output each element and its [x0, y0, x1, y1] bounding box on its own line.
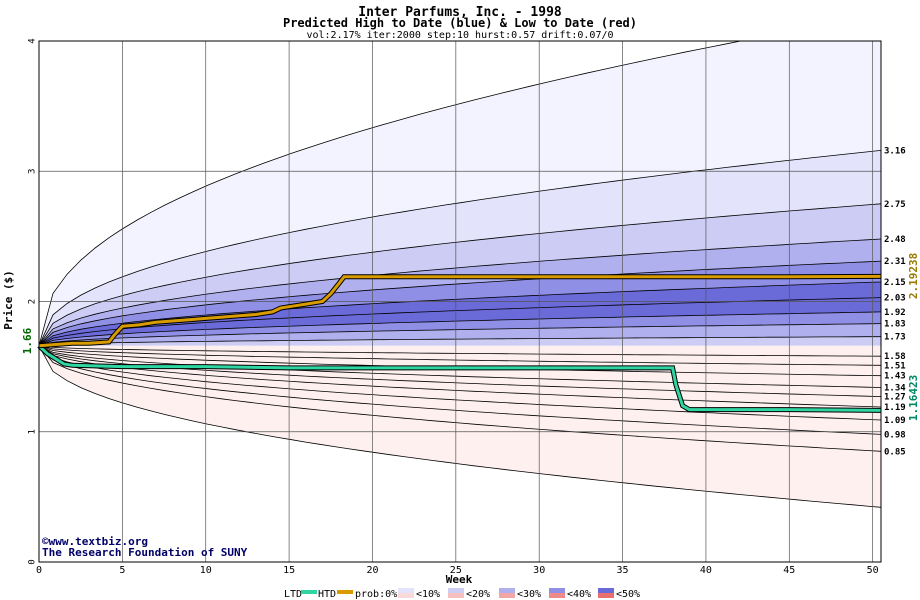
high-quantile-line-1 [39, 150, 881, 346]
copyright-icon: © [42, 535, 49, 548]
credit-site-text: www.textbiz.org [49, 535, 148, 548]
legend-item-30: <30% [517, 589, 541, 600]
legend-swatch-top-0 [398, 588, 414, 593]
x-tick-label-0: 0 [36, 565, 42, 576]
quantile-label-2.15: 2.15 [884, 278, 906, 288]
chart-subtitle: Predicted High to Date (blue) & Low to D… [283, 16, 637, 30]
start-price-label: 1.66 [21, 327, 34, 354]
high-band-4 [39, 261, 881, 346]
high-band-1 [39, 150, 881, 346]
quantile-label-1.19: 1.19 [884, 403, 906, 413]
high-quantile-line-8 [39, 323, 881, 347]
chart-params: vol:2.17% iter:2000 step:10 hurst:0.57 d… [306, 30, 613, 41]
high-quantile-line-2 [39, 203, 881, 347]
legend-item-20: <20% [466, 589, 490, 600]
y-tick-label-2: 2 [28, 299, 38, 304]
x-tick-label-40: 40 [700, 565, 712, 576]
low-quantile-line-9 [39, 345, 881, 508]
legend-htd-swatch [337, 590, 353, 594]
legend-swatch-top-2 [499, 588, 515, 593]
low-quantile-line-7 [39, 345, 881, 435]
high-band-3 [39, 239, 881, 346]
high-quantile-line-0 [39, 41, 743, 346]
quantile-label-1.73: 1.73 [884, 333, 906, 343]
y-tick-label-3: 3 [28, 169, 38, 174]
x-tick-label-50: 50 [867, 565, 879, 576]
high-band-0 [39, 41, 881, 346]
legend-htd-label: HTD [318, 589, 336, 600]
htd-line [38, 274, 882, 348]
quantile-label-2.31: 2.31 [884, 257, 906, 267]
y-axis-label: Price ($) [2, 270, 15, 330]
low-quantile-line-6 [39, 345, 881, 421]
y-tick-label-4: 4 [28, 38, 38, 43]
legend-swatch-top-4 [598, 588, 614, 593]
quantile-label-1.43: 1.43 [884, 372, 906, 382]
x-tick-label-35: 35 [617, 565, 629, 576]
high-band-8 [39, 323, 881, 346]
plot-area: 0 5 10 15 20 25 30 35 40 45 50 0 1 2 3 4 3.16 2.75 2.48 2.3… [28, 38, 907, 576]
quantile-label-0.98: 0.98 [884, 430, 906, 440]
quantile-label-1.27: 1.27 [884, 393, 906, 403]
x-tick-label-10: 10 [200, 565, 212, 576]
high-quantile-line-7 [39, 311, 881, 347]
credit-org: The Research Foundation of SUNY [42, 546, 248, 559]
quantile-label-2.03: 2.03 [884, 294, 906, 304]
x-tick-label-20: 20 [366, 565, 378, 576]
legend-ltd-swatch [301, 590, 317, 594]
high-quantile-line-4 [39, 260, 881, 347]
legend-item-50: <50% [616, 589, 640, 600]
low-band-9 [39, 345, 881, 508]
low-quantile-line-5 [39, 345, 881, 408]
credit-site: ©www.textbiz.org [42, 535, 148, 548]
low-quantile-line-1 [39, 345, 881, 366]
y-tick-label-0: 0 [28, 559, 38, 564]
ltd-final-label: 1.16423 [907, 375, 920, 421]
quantile-label-2.75: 2.75 [884, 200, 906, 210]
x-axis-label: Week [446, 573, 473, 586]
quantile-label-1.34: 1.34 [884, 383, 906, 393]
legend-item-40: <40% [567, 589, 591, 600]
x-tick-label-25: 25 [450, 565, 462, 576]
x-tick-label-5: 5 [119, 565, 125, 576]
probability-bands [39, 41, 881, 508]
quantile-label-0.85: 0.85 [884, 447, 906, 457]
low-quantile-line-0 [39, 345, 881, 357]
legend-prob-label: prob:0% [355, 589, 397, 600]
quantile-label-1.51: 1.51 [884, 361, 906, 371]
legend-swatch-top-1 [448, 588, 464, 593]
high-band-7 [39, 311, 881, 346]
quantile-label-1.83: 1.83 [884, 320, 906, 330]
plot-frame [38, 40, 882, 563]
ltd-line [37, 344, 882, 412]
legend-swatch-top-3 [549, 588, 565, 593]
chart-title: Inter Parfums, Inc. - 1998 [358, 5, 562, 20]
quantile-label-1.09: 1.09 [884, 416, 906, 426]
low-quantile-line-8 [39, 345, 881, 452]
legend-item-10: <10% [416, 589, 440, 600]
legend-ltd-label: LTD [284, 589, 302, 600]
legend: LTD HTD prob:0% <10% <20% <30% <40% <50% [284, 588, 640, 600]
x-tick-label-15: 15 [283, 565, 295, 576]
high-band-9 [39, 336, 881, 346]
quantile-label-3.16: 3.16 [884, 146, 906, 156]
high-band-2 [39, 203, 881, 346]
y-tick-label-1: 1 [28, 429, 38, 434]
quantile-label-1.92: 1.92 [884, 308, 906, 318]
x-tick-label-30: 30 [533, 565, 545, 576]
high-band-5 [39, 282, 881, 346]
high-quantile-line-5 [39, 281, 881, 347]
high-quantile-line-3 [39, 238, 881, 347]
quantile-label-1.58: 1.58 [884, 352, 906, 362]
high-quantile-line-9 [39, 336, 881, 347]
high-band-6 [39, 297, 881, 346]
quantile-label-2.48: 2.48 [884, 235, 906, 245]
htd-final-label: 2.19238 [907, 253, 920, 299]
x-tick-label-45: 45 [783, 565, 795, 576]
